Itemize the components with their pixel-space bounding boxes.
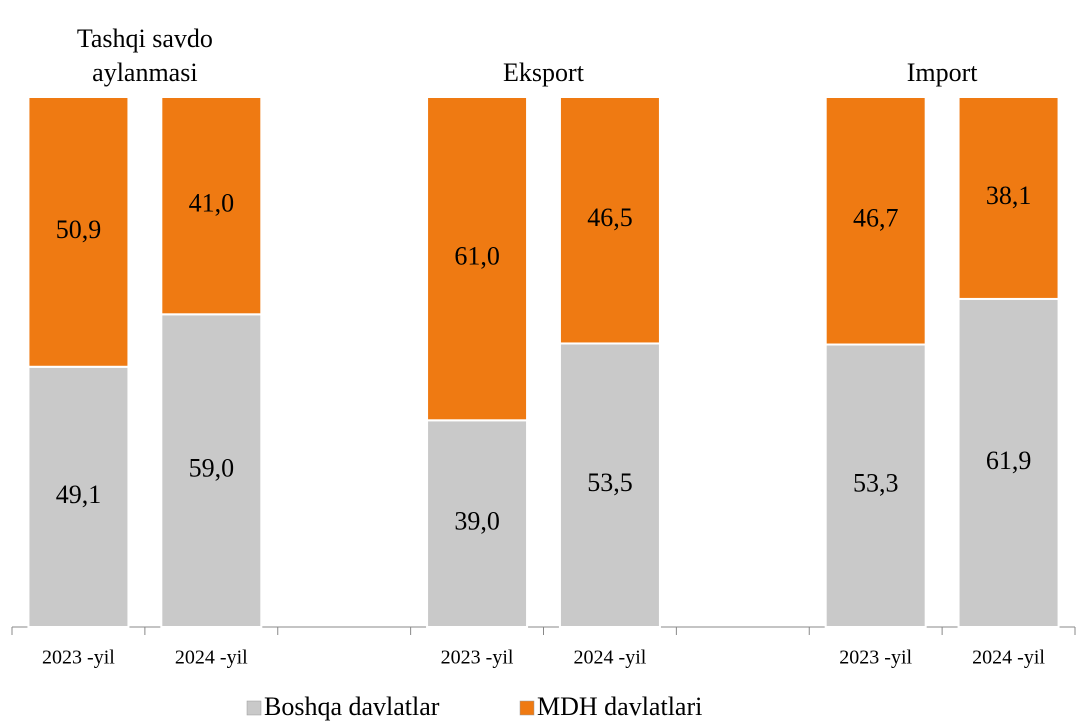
legend-swatch	[519, 700, 535, 716]
value-label: 39,0	[454, 507, 500, 536]
bar-segment	[426, 96, 529, 422]
bar-segment	[426, 419, 529, 628]
legend-label: Boshqa davlatlar	[264, 692, 440, 721]
value-label: 53,5	[587, 468, 633, 497]
x-tick-label: 2024 -yil	[574, 647, 647, 669]
bar-segment	[957, 96, 1060, 300]
x-tick-label: 2024 -yil	[972, 647, 1045, 669]
group-title: Eksport	[503, 58, 584, 87]
value-label: 38,1	[986, 181, 1032, 210]
bar-segment	[558, 96, 661, 345]
legend-swatch	[246, 700, 262, 716]
value-label: 59,0	[189, 454, 235, 483]
value-label: 41,0	[189, 189, 235, 218]
value-label: 50,9	[56, 215, 102, 244]
x-tick-label: 2023 -yil	[42, 647, 115, 669]
value-label: 49,1	[56, 480, 102, 509]
bar-segment	[824, 96, 927, 346]
x-tick-label: 2024 -yil	[175, 647, 248, 669]
bar-segment	[558, 342, 661, 628]
bar-segment	[160, 96, 263, 316]
group-title: Tashqi savdo aylanmasi	[76, 24, 213, 87]
bar-segment	[27, 96, 130, 368]
bar-segment	[824, 343, 927, 628]
value-label: 61,0	[454, 242, 500, 271]
bar-segment	[957, 297, 1060, 628]
x-tick-label: 2023 -yil	[839, 647, 912, 669]
value-label: 61,9	[986, 446, 1032, 475]
x-tick-label: 2023 -yil	[441, 647, 514, 669]
group-title: Import	[906, 58, 978, 87]
value-label: 46,5	[587, 203, 633, 232]
bar-segment	[160, 313, 263, 628]
value-label: 46,7	[853, 204, 899, 233]
value-label: 53,3	[853, 469, 899, 498]
legend-label: MDH davlatlari	[537, 692, 702, 721]
